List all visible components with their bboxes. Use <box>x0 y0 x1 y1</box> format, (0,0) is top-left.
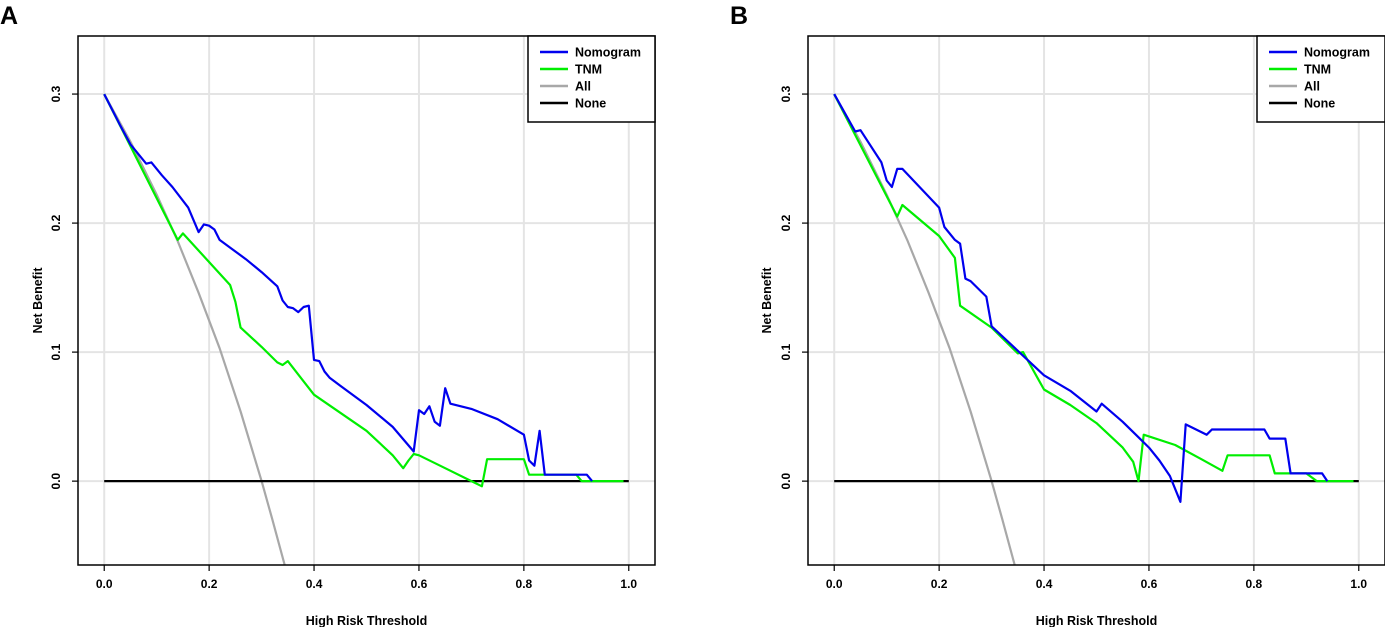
x-axis-title: High Risk Threshold <box>306 614 428 627</box>
x-tick-label: 1.0 <box>1350 577 1367 591</box>
y-tick-label: 0.0 <box>49 472 63 489</box>
x-tick-label: 0.4 <box>306 577 323 591</box>
legend-label-nomogram: Nomogram <box>1304 46 1370 60</box>
legend: Nomogram TNM All None <box>527 35 656 123</box>
x-tick-label: 0.6 <box>1141 577 1158 591</box>
legend-label-all: All <box>1304 80 1320 94</box>
x-tick-label: 0.8 <box>516 577 533 591</box>
plot-frame <box>77 35 656 566</box>
legend-box <box>527 35 656 123</box>
legend-label-nomogram: Nomogram <box>575 46 641 60</box>
y-tick-label: 0.3 <box>49 85 63 102</box>
x-axis-title: High Risk Threshold <box>1036 614 1158 627</box>
chart-panel-a: 0.0 0.2 0.4 0.6 0.8 1.0 0.0 0.1 0.2 0.3 High Risk … <box>0 2 656 627</box>
x-tick-label: 0.4 <box>1036 577 1053 591</box>
legend-label-none: None <box>1304 97 1335 111</box>
series-line-tnm <box>833 93 1354 483</box>
x-tick-label: 0.2 <box>201 577 218 591</box>
legend-label-tnm: TNM <box>575 63 602 77</box>
y-tick-label: 0.0 <box>779 472 793 489</box>
y-tick-label: 0.1 <box>49 343 63 360</box>
y-axis-title: Net Benefit <box>760 267 774 334</box>
panel-label: A <box>0 2 18 30</box>
series-line-all <box>103 93 286 565</box>
series-line-all <box>833 93 1016 565</box>
series-line-tnm <box>103 93 624 488</box>
legend: Nomogram TNM All None <box>1256 35 1385 123</box>
y-tick-label: 0.2 <box>49 214 63 231</box>
series-group <box>833 93 1359 565</box>
y-tick-label: 0.3 <box>779 85 793 102</box>
x-tick-label: 0.6 <box>411 577 428 591</box>
series-line-nomogram <box>103 93 593 482</box>
legend-box <box>1256 35 1385 123</box>
x-tick-label: 0.0 <box>96 577 113 591</box>
series-group <box>103 93 629 565</box>
y-tick-label: 0.1 <box>779 343 793 360</box>
chart-panel-b: 0.0 0.2 0.4 0.6 0.8 1.0 0.0 0.1 0.2 0.3 High Risk … <box>730 2 1385 627</box>
y-tick-label: 0.2 <box>779 214 793 231</box>
plot-frame <box>807 35 1385 566</box>
x-tick-label: 0.2 <box>931 577 948 591</box>
series-line-nomogram <box>833 93 1329 503</box>
legend-label-tnm: TNM <box>1304 63 1331 77</box>
panel-label: B <box>730 2 748 30</box>
legend-label-none: None <box>575 97 606 111</box>
y-axis-title: Net Benefit <box>31 267 45 334</box>
x-tick-label: 1.0 <box>620 577 637 591</box>
legend-label-all: All <box>575 80 591 94</box>
x-tick-label: 0.0 <box>826 577 843 591</box>
x-tick-label: 0.8 <box>1246 577 1263 591</box>
